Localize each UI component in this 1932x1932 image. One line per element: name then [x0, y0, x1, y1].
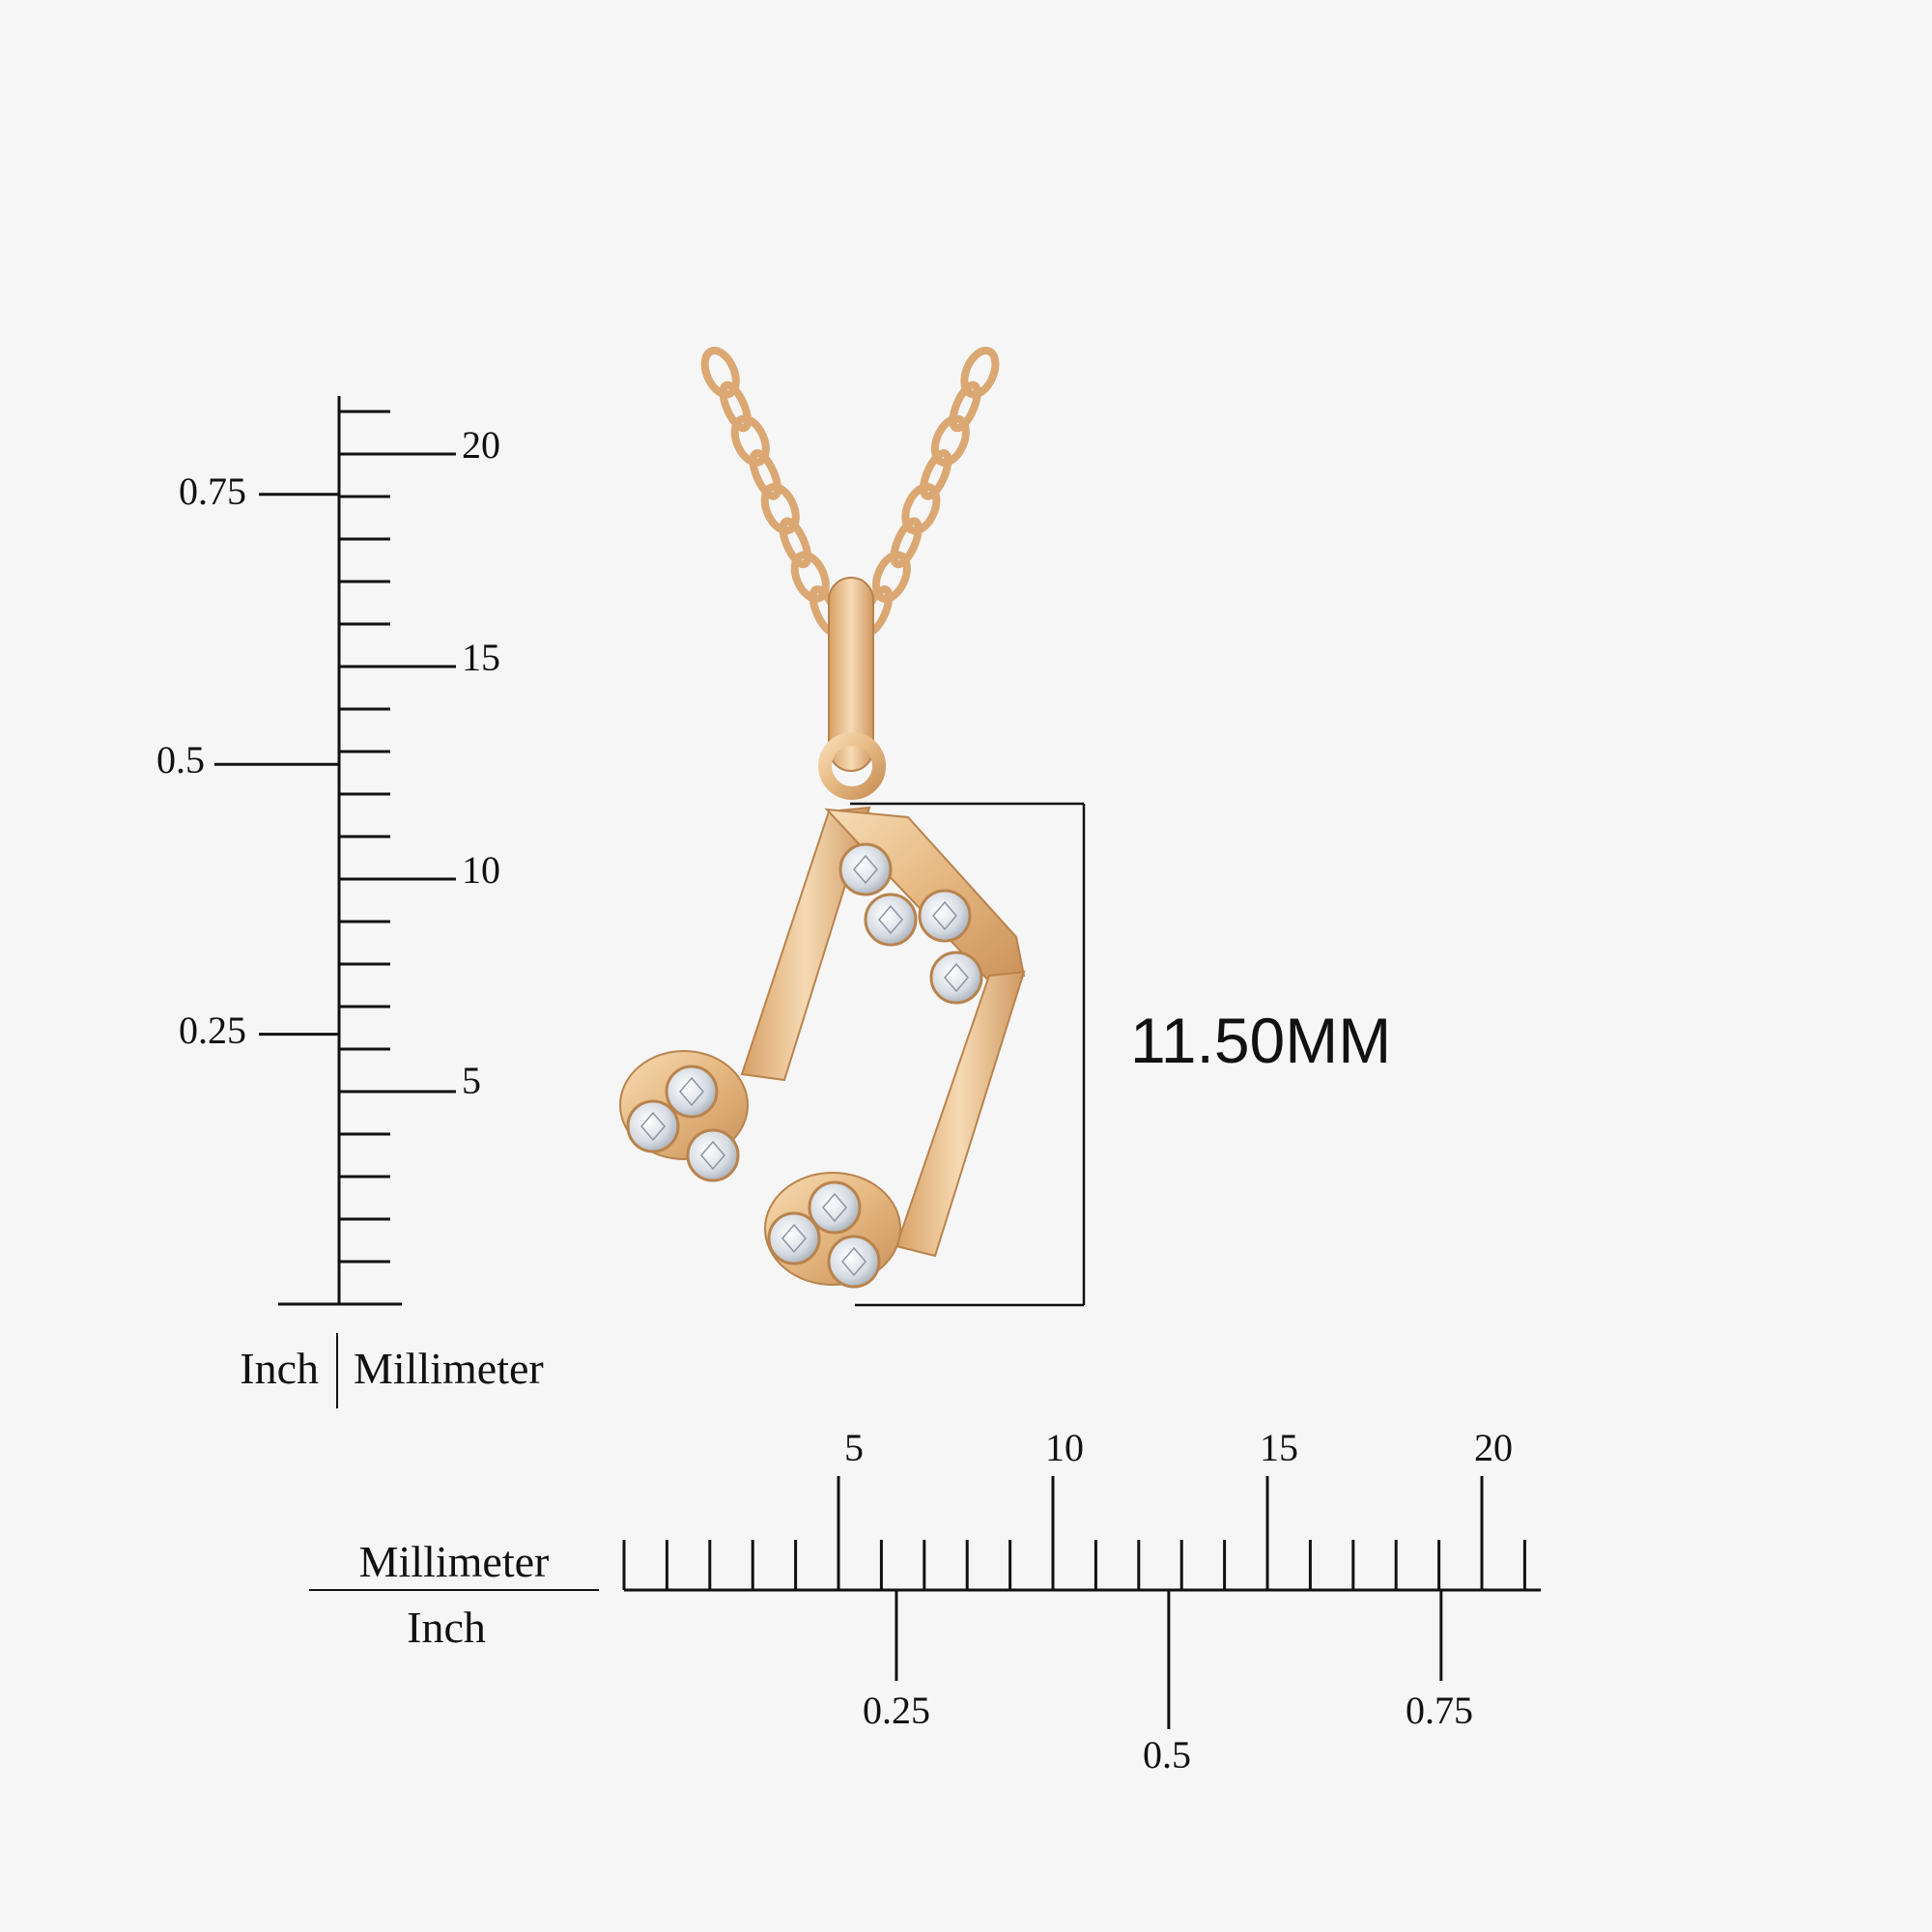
horizontal-ruler-labels: 5 10 15 20 0.25 0.5 0.75	[844, 1426, 1513, 1776]
diamond-facet	[878, 904, 903, 935]
horizontal-ruler-units: Millimeter Inch	[309, 1537, 599, 1652]
chain-right	[861, 346, 1000, 637]
note-right-stem	[895, 970, 1026, 1258]
horizontal-mm-ticks	[622, 1476, 1526, 1590]
h-inch-label-0.25: 0.25	[863, 1689, 930, 1732]
diamond-stone	[929, 951, 983, 1005]
diamond-stone	[686, 1128, 740, 1182]
chain-link	[930, 414, 970, 467]
vertical-ruler-labels: 5 10 15 20 0.25 0.5 0.75	[156, 423, 500, 1102]
pendant-bail	[828, 577, 874, 772]
h-inch-label-0.5: 0.5	[1143, 1733, 1191, 1776]
chain-link	[779, 517, 811, 569]
h-unit-millimeter: Millimeter	[359, 1537, 550, 1586]
diamond-facet	[822, 1192, 847, 1223]
vertical-mm-ticks	[339, 410, 456, 1264]
diamond-stone	[918, 889, 972, 943]
v-mm-label-10: 10	[462, 848, 500, 892]
pendant-diamonds	[626, 842, 983, 1289]
chain-link	[871, 551, 911, 603]
diamond-facet	[841, 1246, 867, 1277]
chain-link	[890, 517, 923, 569]
v-mm-label-15: 15	[462, 636, 500, 679]
diamond-facet	[932, 900, 957, 931]
h-inch-label-0.75: 0.75	[1406, 1689, 1473, 1732]
diamond-stone	[864, 893, 918, 947]
diamond-stone	[665, 1065, 719, 1119]
diamond-facet	[781, 1223, 807, 1254]
h-mm-label-5: 5	[844, 1426, 864, 1469]
v-inch-label-0.75: 0.75	[179, 469, 246, 513]
chain-left	[700, 346, 841, 637]
diamond-stone	[838, 842, 893, 896]
v-mm-label-5: 5	[462, 1059, 481, 1102]
chain-link	[901, 482, 941, 535]
diamond-facet	[640, 1111, 666, 1142]
h-mm-label-20: 20	[1474, 1426, 1513, 1469]
horizontal-inch-ticks	[895, 1590, 1443, 1729]
v-unit-inch: Inch	[240, 1344, 319, 1393]
diamond-stone	[827, 1235, 881, 1289]
chain-link	[700, 346, 740, 399]
chain-link	[730, 414, 770, 467]
diamond-facet	[679, 1076, 704, 1107]
chain-link	[920, 449, 952, 500]
h-unit-inch: Inch	[407, 1603, 486, 1652]
diamond-stone	[808, 1180, 862, 1235]
vertical-ruler	[214, 396, 456, 1306]
chain-link	[960, 346, 1000, 399]
diamond-facet	[853, 854, 878, 885]
pendant-jump-ring	[818, 732, 886, 800]
horizontal-ruler	[622, 1476, 1541, 1729]
dimension-bracket	[850, 802, 1086, 1307]
vertical-inch-ticks	[214, 493, 339, 1037]
chain-link	[760, 482, 800, 535]
chain-link	[949, 381, 981, 433]
diamond-stone	[626, 1099, 680, 1153]
music-note-pendant-icon	[619, 577, 1026, 1289]
v-mm-label-20: 20	[462, 423, 500, 467]
h-mm-label-10: 10	[1045, 1426, 1084, 1469]
diamond-stone	[767, 1211, 821, 1265]
chain-link	[790, 551, 830, 603]
v-inch-label-0.5: 0.5	[156, 738, 205, 781]
h-mm-label-15: 15	[1260, 1426, 1298, 1469]
v-unit-millimeter: Millimeter	[354, 1344, 544, 1393]
chain-link	[749, 449, 781, 500]
vertical-ruler-units: Inch Millimeter	[240, 1333, 544, 1408]
diamond-facet	[944, 962, 969, 993]
v-inch-label-0.25: 0.25	[179, 1009, 246, 1052]
chain-link	[719, 381, 752, 433]
dimension-label: 11.50MM	[1130, 1005, 1391, 1076]
note-left-stem	[740, 806, 871, 1082]
diamond-facet	[700, 1140, 725, 1171]
